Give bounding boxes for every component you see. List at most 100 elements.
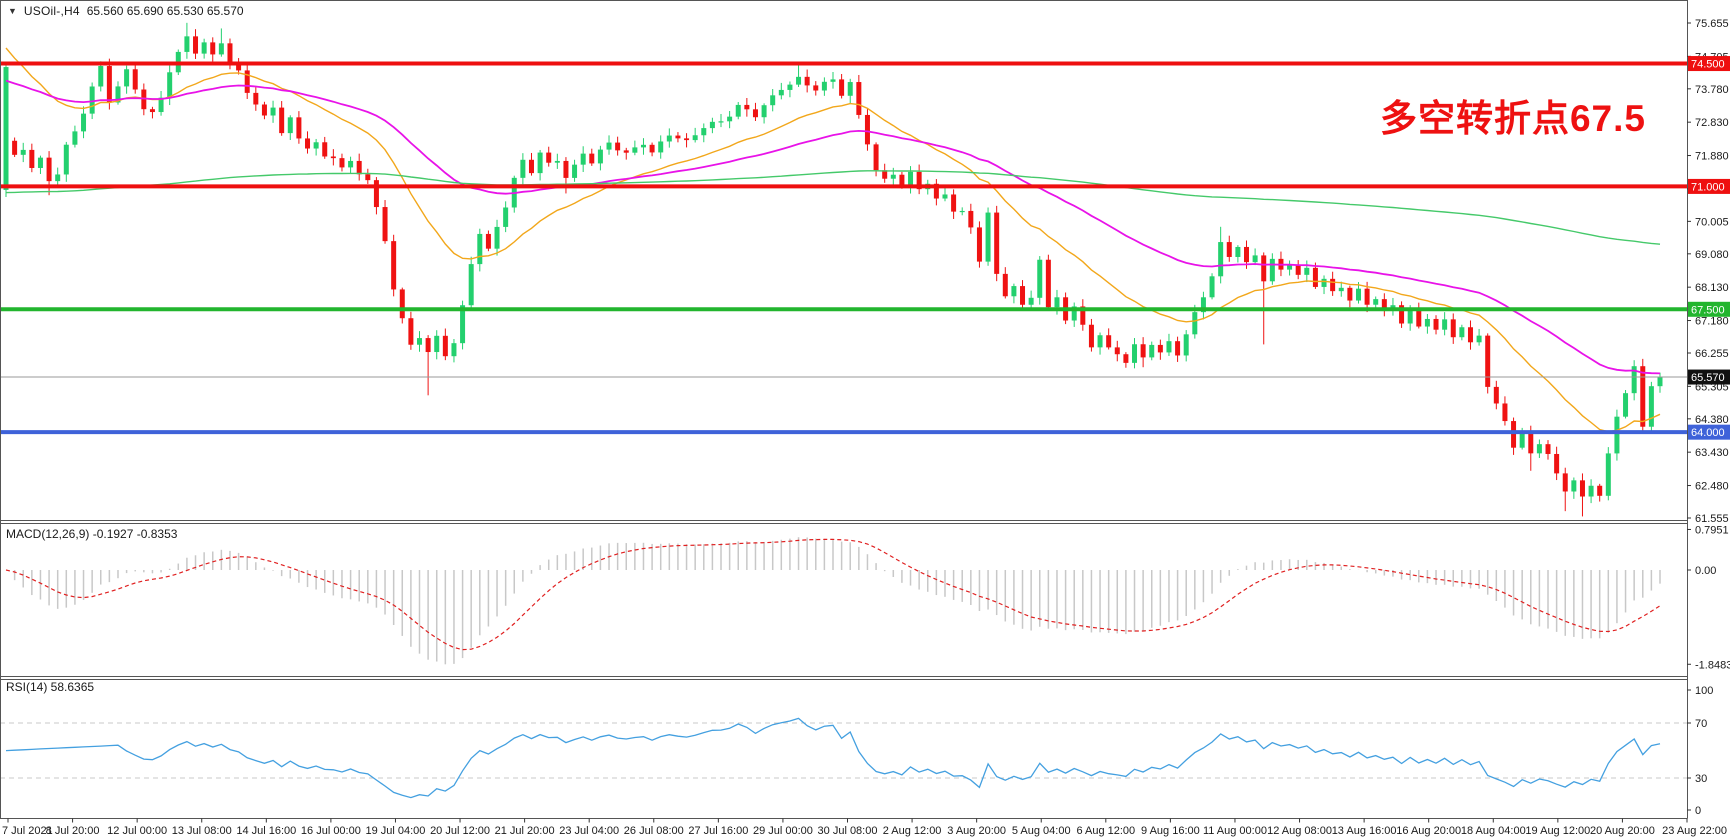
candles-layer [3, 22, 1663, 517]
candle-body [167, 72, 173, 98]
candle-body [72, 131, 78, 145]
chart-annotation-text: 多空转折点67.5 [1379, 98, 1646, 139]
candle-body [597, 149, 603, 164]
ma-fast-line [5, 47, 1661, 433]
candle-body [1252, 255, 1258, 263]
candle-body [1312, 267, 1318, 287]
candle-body [193, 36, 199, 54]
ma-mid-line [5, 79, 1661, 375]
candle-body [158, 97, 164, 113]
x-axis-tick-label: 13 Jul 08:00 [172, 825, 232, 837]
y-axis-tick-label: 64.380 [1695, 414, 1729, 426]
x-axis-tick-label: 6 Aug 12:00 [1076, 825, 1135, 837]
x-axis-tick-label: 23 Jul 04:00 [559, 825, 619, 837]
candle-body [1562, 473, 1568, 492]
candle-body [985, 212, 991, 262]
candle-body [1407, 310, 1413, 324]
candle-body [184, 36, 190, 52]
ma-slow-line [5, 170, 1661, 245]
y-axis-tick-label: 75.655 [1695, 18, 1729, 30]
symbol-dropdown-icon[interactable]: ▼ [8, 6, 17, 16]
candle-body [365, 174, 371, 181]
x-axis-tick-label: 7 Jul 2021 [2, 825, 53, 837]
candle-body [1011, 286, 1017, 297]
candle-body [1528, 433, 1534, 454]
candle-body [1192, 312, 1198, 335]
x-axis-tick-label: 12 Aug 08:00 [1267, 825, 1332, 837]
candle-body [856, 82, 862, 115]
candle-body [933, 183, 939, 199]
candle-body [1536, 444, 1542, 454]
candle-body [1269, 258, 1275, 282]
candle-body [1502, 403, 1508, 422]
candle-body [244, 70, 250, 93]
candle-body [959, 210, 965, 213]
symbol-ohlc-values: 65.560 65.690 65.530 65.570 [86, 4, 244, 18]
candle-body [1399, 305, 1405, 324]
candle-body [408, 318, 414, 345]
x-axis-tick-label: 21 Jul 20:00 [495, 825, 555, 837]
candle-body [1080, 306, 1086, 325]
candle-body [735, 104, 741, 117]
candle-body [373, 180, 379, 208]
rsi-axis-label: 100 [1695, 685, 1713, 697]
candle-body [12, 140, 18, 155]
x-axis-tick-label: 3 Aug 20:00 [947, 825, 1006, 837]
candle-body [1338, 287, 1344, 292]
candle-body [606, 142, 612, 150]
candle-body [1218, 242, 1224, 277]
candle-body [1597, 485, 1603, 496]
candle-body [382, 207, 388, 242]
candle-body [451, 343, 457, 357]
candle-body [3, 67, 9, 190]
x-axis-tick-label: 26 Jul 08:00 [624, 825, 684, 837]
price-level-tag-bg [1688, 424, 1730, 440]
candle-body [253, 92, 259, 105]
price-level-tag-bg [1688, 56, 1730, 72]
candle-body [468, 264, 474, 306]
candle-body [1088, 324, 1094, 348]
candle-body [270, 107, 276, 116]
price-levels-layer [0, 61, 1687, 435]
candle-body [124, 69, 130, 87]
moving-averages-layer [5, 47, 1661, 433]
candle-body [1493, 386, 1499, 404]
candle-body [942, 194, 948, 199]
candle-body [1175, 341, 1181, 356]
x-axis-tick-label: 19 Jul 04:00 [365, 825, 425, 837]
x-axis-tick-label: 5 Aug 04:00 [1012, 825, 1071, 837]
candle-body [391, 241, 397, 290]
candle-body [1648, 386, 1654, 427]
candle-body [615, 142, 621, 151]
x-axis-tick-label: 16 Jul 00:00 [301, 825, 361, 837]
candle-body [330, 156, 336, 159]
candle-body [649, 144, 655, 153]
candle-body [1097, 335, 1103, 348]
candle-body [1355, 288, 1361, 301]
candle-body [847, 82, 853, 96]
candle-body [1020, 286, 1026, 305]
y-axis-tick-label: 72.830 [1695, 117, 1729, 129]
candle-body [1321, 278, 1327, 287]
candle-body [98, 66, 104, 87]
candle-body [1545, 444, 1551, 454]
candle-body [477, 233, 483, 265]
indicator-layer [5, 537, 1661, 799]
macd-signal-line [5, 538, 1661, 651]
candle-body [623, 150, 629, 153]
candle-body [1045, 259, 1051, 308]
candle-body [640, 144, 646, 148]
candle-body [1140, 344, 1146, 358]
candle-body [1476, 335, 1482, 343]
x-axis-tick-label: 20 Jul 12:00 [430, 825, 490, 837]
candle-body [1114, 347, 1120, 355]
candle-body [744, 104, 750, 110]
candle-body [287, 117, 293, 134]
candle-body [1631, 366, 1637, 394]
candle-body [460, 305, 466, 344]
candle-body [1183, 334, 1189, 356]
y-axis-tick-label: 63.430 [1695, 447, 1729, 459]
x-axis-tick-label: 19 Aug 12:00 [1525, 825, 1590, 837]
